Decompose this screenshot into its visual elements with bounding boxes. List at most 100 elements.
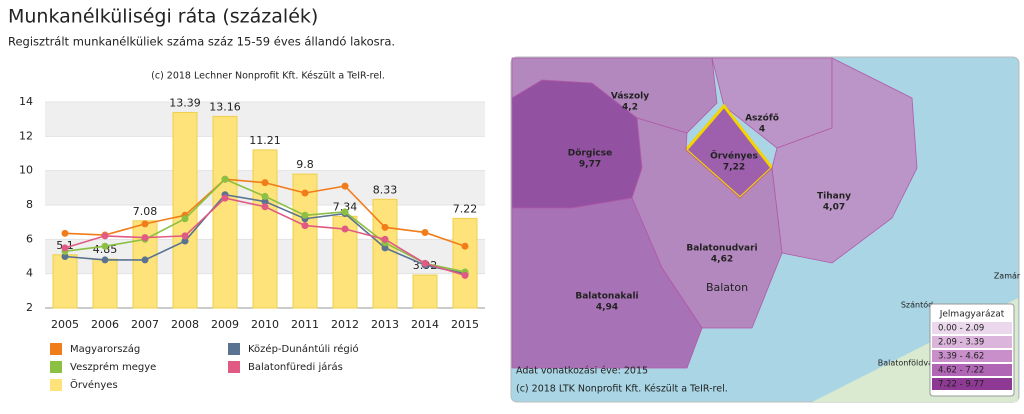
series-point (101, 232, 109, 240)
series-point (341, 182, 349, 190)
region-name: Dörgicse (568, 149, 612, 159)
region-value: 9,77 (579, 160, 601, 170)
place-label: Balaton (706, 281, 748, 294)
region-value: 4,2 (622, 103, 638, 113)
legend-swatch (50, 379, 62, 391)
series-point (181, 232, 189, 240)
bar-value-label: 7.22 (453, 202, 478, 215)
x-tick-label: 2014 (411, 318, 439, 331)
series-point (181, 237, 189, 245)
map-year-note: Adat vonatkozási éve: 2015 (516, 366, 648, 377)
bar-value-label: 11.21 (249, 134, 281, 147)
series-point (381, 223, 389, 231)
bar (252, 149, 278, 309)
map-region (771, 57, 918, 264)
series-point (141, 234, 149, 242)
legend-label: Közép-Dunántúli régió (248, 343, 359, 355)
bar-value-label: 8.33 (373, 183, 398, 196)
y-tick-label: 4 (26, 267, 33, 280)
map-legend-title: Jelmagyarázat (939, 310, 1005, 320)
series-point (421, 259, 429, 267)
place-label: Szántód (901, 300, 933, 310)
y-tick-label: 2 (26, 301, 33, 314)
series-point (301, 189, 309, 197)
map-legend-swatch (932, 378, 1012, 390)
legend-swatch (228, 361, 240, 373)
series-point (141, 220, 149, 228)
series-point (61, 229, 69, 237)
region-name: Aszófő (745, 113, 779, 124)
region-name: Balatonudvari (686, 244, 757, 254)
series-point (261, 203, 269, 211)
legend-label: Balatonfüredi járás (248, 361, 343, 373)
x-tick-label: 2010 (251, 318, 279, 331)
x-tick-label: 2007 (131, 318, 159, 331)
map-legend-label: 3.39 - 4.62 (938, 352, 984, 362)
y-tick-label: 14 (19, 95, 33, 108)
bar-value-label: 9.8 (296, 158, 314, 171)
grid-band (45, 102, 485, 137)
chart-credit: (c) 2018 Lechner Nonprofit Kft. Készült … (151, 71, 385, 82)
y-tick-label: 6 (26, 232, 33, 245)
x-tick-label: 2005 (51, 318, 79, 331)
bar (212, 115, 238, 309)
series-point (261, 192, 269, 200)
x-tick-label: 2015 (451, 318, 479, 331)
region-name: Örvényes (710, 151, 758, 162)
bar (372, 198, 398, 309)
bar (92, 258, 118, 309)
map-legend-label: 0.00 - 2.09 (938, 324, 984, 334)
legend-swatch (50, 361, 62, 373)
series-point (61, 253, 69, 260)
bar (412, 274, 438, 309)
series-point (141, 256, 149, 264)
series-point (421, 228, 429, 236)
series-point (341, 225, 349, 233)
series-point (461, 271, 469, 279)
place-label: Zamár (994, 272, 1021, 281)
map-region (511, 197, 703, 369)
map-legend-label: 7.22 - 9.77 (938, 380, 984, 390)
region-value: 4,07 (823, 203, 845, 213)
region-value: 4,62 (711, 255, 733, 265)
region-name: Vászoly (611, 92, 649, 102)
bar (52, 254, 78, 309)
series-point (101, 242, 109, 250)
series-point (341, 208, 349, 216)
x-tick-label: 2011 (291, 318, 319, 331)
page-title: Munkanélküliségi ráta (százalék) (8, 6, 318, 28)
x-tick-label: 2006 (91, 318, 119, 331)
map-legend-swatch (932, 350, 1012, 362)
series-point (221, 194, 229, 202)
map-legend-label: 2.09 - 3.39 (938, 338, 984, 348)
x-tick-label: 2012 (331, 318, 359, 331)
bar-value-label: 7.34 (333, 200, 358, 213)
series-point (181, 215, 189, 223)
legend-swatch (50, 343, 62, 355)
series-point (221, 175, 229, 183)
map-legend-swatch (932, 364, 1012, 376)
page-subtitle: Regisztrált munkanélküliek száma száz 15… (8, 35, 395, 49)
bar (292, 173, 318, 309)
series-point (301, 211, 309, 219)
series-point (381, 244, 389, 252)
series-point (261, 179, 269, 187)
x-tick-label: 2009 (211, 318, 239, 331)
bar (132, 220, 158, 309)
y-tick-label: 10 (19, 164, 33, 177)
map-legend-swatch (932, 322, 1012, 334)
legend-swatch (228, 343, 240, 355)
series-point (101, 256, 109, 264)
legend-label: Örvényes (70, 378, 118, 391)
bar (452, 217, 478, 309)
y-tick-label: 8 (26, 198, 33, 211)
map-legend-label: 4.62 - 7.22 (938, 366, 984, 376)
y-tick-label: 12 (19, 129, 33, 142)
x-tick-label: 2013 (371, 318, 399, 331)
series-point (301, 222, 309, 230)
x-tick-label: 2008 (171, 318, 199, 331)
region-value: 4,94 (596, 303, 618, 313)
place-label: Balatonföldvár (878, 359, 937, 368)
